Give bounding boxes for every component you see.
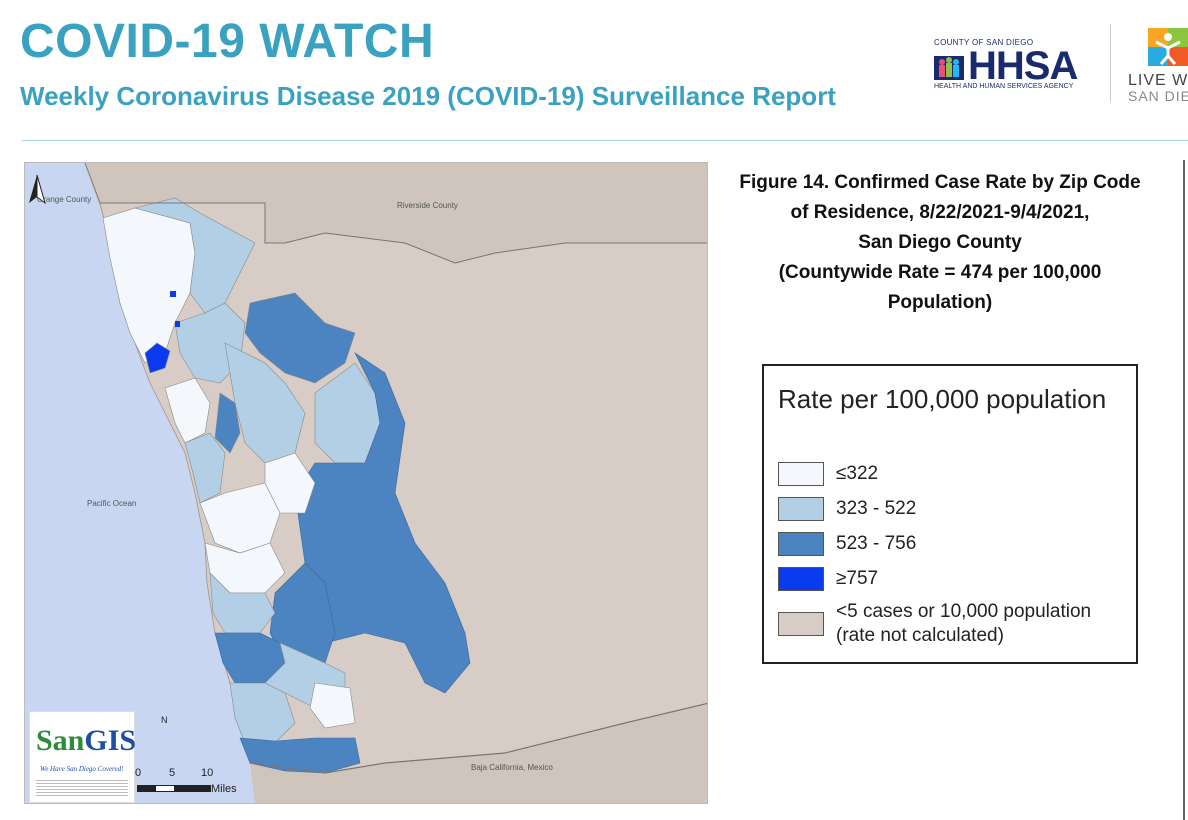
- zone-south-bay: [239, 737, 361, 774]
- legend-swatch-mid: [778, 497, 824, 521]
- legend-label-high: 523 - 756: [836, 533, 917, 554]
- scale-tick-10: 10: [201, 767, 214, 779]
- hhsa-people-icon: [934, 56, 964, 80]
- report-title: COVID-19 WATCH: [20, 15, 435, 68]
- hhsa-logo: COUNTY OF SAN DIEGO HHSA HEALTH AND HUMA…: [928, 38, 1096, 98]
- pacific-ocean-label: Pacific Ocean: [87, 499, 137, 508]
- figure-title-line-2: of Residence, 8/22/2021-9/4/2021,: [790, 202, 1090, 223]
- live-well-logo: LIVE WE SAN DIE: [1124, 28, 1188, 108]
- legend-swatch-high: [778, 532, 824, 556]
- zone-rancho: [199, 482, 281, 554]
- sangis-tagline: We Have San Diego Covered!: [40, 765, 124, 773]
- zone-poway: [264, 452, 316, 514]
- legend-label-na: <5 cases or 10,000 population: [836, 601, 1092, 622]
- page-edge-divider: [1183, 160, 1185, 820]
- header-rule: [22, 140, 1188, 141]
- legend-label-na-2: (rate not calculated): [836, 625, 1004, 646]
- scale-bar: 0 5 10 Miles: [135, 765, 245, 801]
- zone-san-marcos: [214, 392, 241, 454]
- map-legend: Rate per 100,000 population ≤322 323 - 5…: [762, 364, 1138, 664]
- sangis-logo: SanGIS We Have San Diego Covered!: [29, 711, 137, 803]
- zone-sd-mid: [209, 572, 276, 634]
- riverside-boundary: [100, 202, 707, 264]
- figure-title: Figure 14. Confirmed Case Rate by Zip Co…: [712, 168, 1168, 318]
- north-label: N: [161, 715, 168, 725]
- us-mexico-border: [249, 702, 707, 774]
- zone-jamul: [309, 682, 356, 729]
- figure-title-line-4: (Countywide Rate = 474 per 100,000: [778, 262, 1102, 283]
- zone-encinitas: [184, 432, 226, 504]
- scale-tick-0: 0: [135, 767, 142, 779]
- zone-top-small-2: [175, 321, 180, 327]
- zone-central-high: [269, 562, 336, 664]
- map-canvas: [25, 163, 707, 803]
- zip-code-rate-map: Orange County Riverside County Pacific O…: [24, 162, 708, 804]
- legend-label-top: ≥757: [836, 568, 879, 589]
- baja-label: Baja California, Mexico: [471, 763, 553, 772]
- legend-swatch-low: [778, 462, 824, 486]
- zone-valley-center: [244, 292, 356, 384]
- live-well-subtext: SAN DIE: [1128, 88, 1188, 104]
- figure-title-line-1: Figure 14. Confirmed Case Rate by Zip Co…: [739, 172, 1141, 193]
- sangis-fine-print: [36, 778, 128, 796]
- orange-county-label: Orange County: [37, 195, 92, 204]
- figure-title-line-3: San Diego County: [858, 232, 1022, 253]
- scale-bar-graphic: [137, 785, 211, 792]
- live-well-text: LIVE WE: [1128, 72, 1188, 89]
- riverside-county-label: Riverside County: [397, 201, 458, 210]
- figure-title-line-5: Population): [887, 292, 993, 313]
- legend-title: Rate per 100,000 population: [778, 384, 1107, 414]
- hhsa-county-text: COUNTY OF SAN DIEGO: [934, 38, 1034, 47]
- scale-tick-5: 5: [169, 767, 176, 779]
- report-subtitle: Weekly Coronavirus Disease 2019 (COVID-1…: [20, 81, 836, 111]
- legend-swatch-top: [778, 567, 824, 591]
- hhsa-wordmark: HHSA: [968, 44, 1078, 88]
- legend-swatch-na: [778, 612, 824, 636]
- hhsa-agency-text: HEALTH AND HUMAN SERVICES AGENCY: [934, 83, 1074, 90]
- zone-top-small-1: [170, 291, 176, 297]
- orange-boundary: [84, 163, 101, 204]
- scale-unit: Miles: [211, 783, 237, 795]
- zone-chula-vista: [229, 682, 296, 744]
- logo-divider: [1110, 24, 1111, 102]
- legend-label-low: ≤322: [836, 463, 879, 484]
- north-arrow-icon: [29, 174, 46, 205]
- pacific-ocean: [25, 163, 255, 803]
- legend-label-mid: 323 - 522: [836, 498, 917, 519]
- zone-east-high: [294, 352, 471, 694]
- live-well-figure-icon: [1148, 28, 1188, 66]
- zone-oceanside-top: [144, 342, 171, 374]
- sangis-wordmark: SanGIS: [36, 724, 137, 757]
- zone-carlsbad: [164, 377, 211, 444]
